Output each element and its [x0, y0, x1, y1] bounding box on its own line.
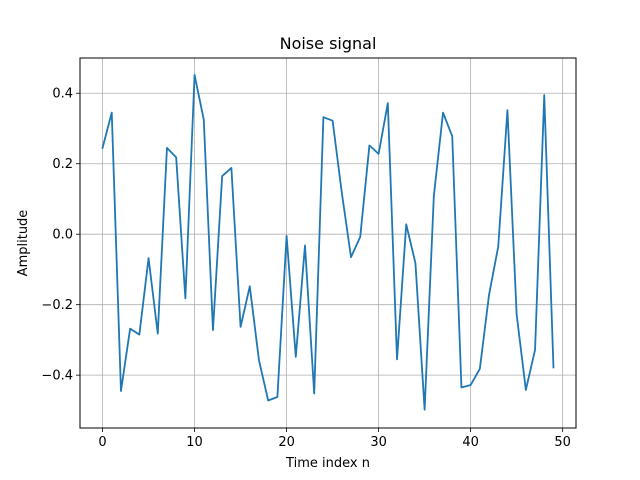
chart-title: Noise signal: [280, 34, 377, 53]
x-tick-label: 40: [462, 435, 479, 450]
y-tick-label: 0.4: [52, 87, 73, 102]
y-tick-label: −0.2: [41, 298, 73, 313]
y-tick-label: 0.0: [52, 228, 73, 243]
y-axis-label: Amplitude: [16, 210, 31, 277]
x-tick-label: 50: [554, 435, 571, 450]
x-tick-label: 30: [370, 435, 387, 450]
x-axis-label: Time index n: [285, 456, 370, 471]
y-tick-label: 0.2: [52, 157, 73, 172]
x-tick-label: 0: [98, 435, 106, 450]
axes-frame: [79, 57, 577, 429]
x-tick-label: 20: [278, 435, 295, 450]
x-tick-label: 10: [186, 435, 203, 450]
y-tick-label: −0.4: [41, 369, 73, 384]
series-line: [101, 74, 555, 411]
tick-layer: 0 10 20 30 40 50 −0.4 −0.2 0.0 0.2 0.4: [41, 87, 571, 450]
series-layer: [101, 74, 555, 411]
